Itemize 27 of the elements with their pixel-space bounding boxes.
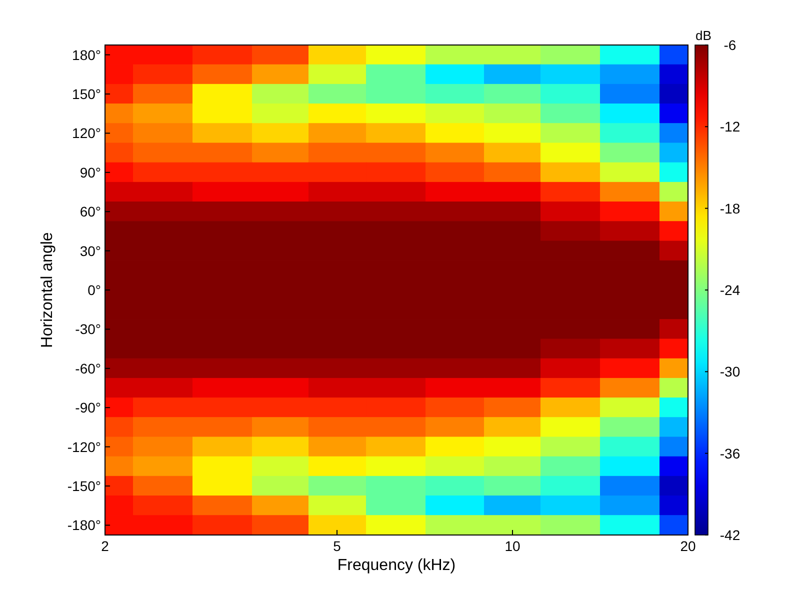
y-tick-label: -150° <box>67 478 101 494</box>
y-tick-label: 150° <box>72 86 101 102</box>
y-tick-label: 60° <box>80 204 101 220</box>
color-bar-label: -12 <box>720 118 740 135</box>
y-tick-label: -120° <box>67 438 101 455</box>
y-tick-label: -90° <box>75 400 101 416</box>
y-tick-label: 120° <box>72 125 101 142</box>
color-bar-label: -30 <box>720 364 740 380</box>
y-tick-label: 180° <box>72 46 101 63</box>
y-tick-label: -60° <box>75 360 101 376</box>
y-tick-label: 90° <box>80 164 101 180</box>
x-tick-label: 2 <box>101 538 110 554</box>
x-tick-label: 5 <box>333 538 342 554</box>
y-tick-label: -30° <box>75 321 101 338</box>
color-bar-title: dB <box>696 28 712 43</box>
x-tick-label: 10 <box>504 538 520 554</box>
y-tick-label: -180° <box>67 517 101 534</box>
color-bar-label: -6 <box>724 37 736 53</box>
y-axis-title: Horizontal angle <box>39 232 56 348</box>
y-tick-label: 0° <box>88 282 101 298</box>
color-bar-label: -36 <box>720 445 740 462</box>
x-axis-title: Frequency (kHz) <box>337 557 456 574</box>
color-bar-label: -24 <box>720 282 740 298</box>
color-bar-label: -18 <box>720 200 740 216</box>
color-bar-label: -42 <box>720 527 740 543</box>
x-tick-label: 20 <box>680 538 696 554</box>
y-tick-label: 30° <box>80 242 101 259</box>
